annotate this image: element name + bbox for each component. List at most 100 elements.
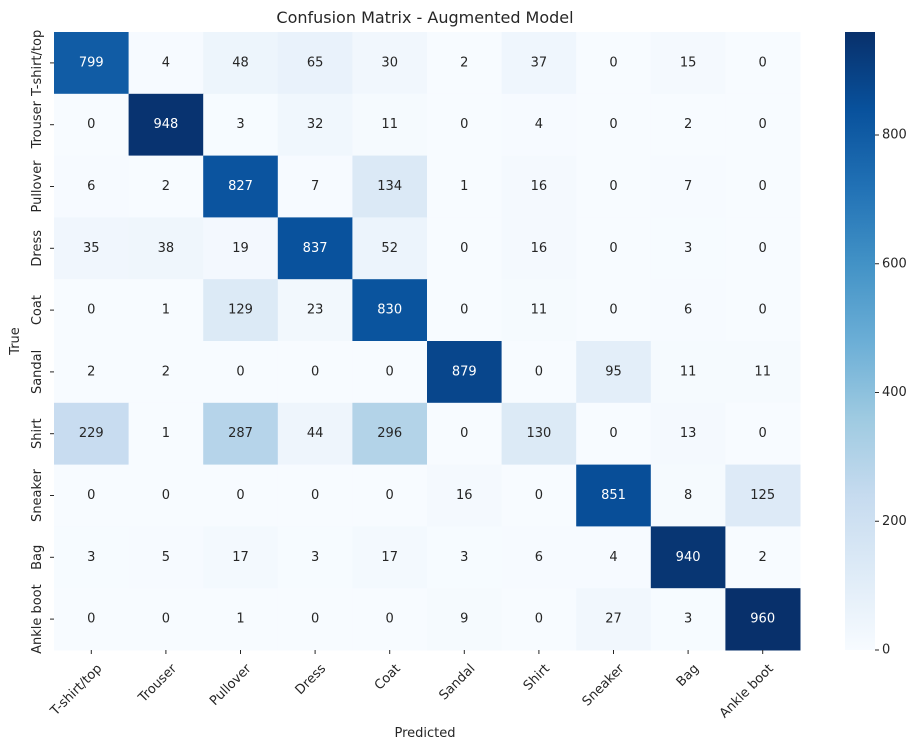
cell-value-label: 229 — [79, 426, 104, 441]
cell-value-label: 799 — [79, 55, 104, 70]
cell-value-label: 0 — [609, 241, 617, 256]
chart-title: Confusion Matrix - Augmented Model — [276, 8, 573, 27]
cell-value-label: 17 — [232, 550, 249, 565]
cell-value-label: 52 — [381, 241, 398, 256]
cell-value-label: 287 — [228, 426, 253, 441]
heatmap-cell — [203, 588, 279, 651]
heatmap-cell — [277, 464, 353, 527]
y-tick-label: Sneaker — [30, 468, 45, 522]
heatmap-cell — [576, 155, 652, 218]
heatmap-cell — [352, 217, 428, 280]
heatmap-cell — [501, 217, 577, 280]
cell-value-label: 948 — [153, 117, 178, 132]
heatmap-cell — [650, 402, 726, 466]
heatmap-cell — [650, 279, 726, 342]
heatmap-cell — [277, 32, 353, 95]
cell-value-label: 879 — [452, 364, 477, 379]
cell-value-label: 3 — [684, 241, 692, 256]
heatmap-cell — [650, 588, 726, 651]
cell-value-label: 0 — [162, 488, 170, 503]
cell-value-label: 1 — [460, 179, 468, 194]
heatmap-cell — [650, 217, 726, 280]
cell-value-label: 65 — [307, 55, 324, 70]
x-tick-label: Coat — [372, 661, 404, 693]
x-tick-label: Dress — [293, 661, 330, 698]
colorbar-tick-label: 200 — [882, 514, 907, 529]
heatmap-cell — [128, 93, 204, 157]
heatmap-cell — [352, 279, 428, 342]
heatmap-cell — [128, 464, 204, 527]
heatmap-cell — [203, 464, 279, 527]
cell-value-label: 940 — [676, 550, 701, 565]
cell-value-label: 27 — [605, 612, 622, 627]
cell-value-label: 0 — [609, 426, 617, 441]
cell-value-label: 2 — [162, 364, 170, 379]
cell-value-label: 7 — [311, 179, 319, 194]
x-tick-label: Shirt — [521, 661, 553, 693]
x-axis-label: Predicted — [394, 726, 455, 741]
cell-value-label: 3 — [684, 612, 692, 627]
cell-value-label: 0 — [460, 426, 468, 441]
heatmap-cell — [54, 402, 130, 466]
heatmap-cell — [427, 464, 503, 527]
heatmap-cell — [352, 341, 428, 404]
cell-value-label: 130 — [526, 426, 551, 441]
heatmap-cell — [54, 93, 130, 157]
cell-value-label: 851 — [601, 488, 626, 503]
cell-value-label: 125 — [750, 488, 775, 503]
heatmap-cell — [650, 93, 726, 157]
cell-value-label: 38 — [158, 241, 175, 256]
cell-value-label: 827 — [228, 179, 253, 194]
cell-value-label: 0 — [311, 364, 319, 379]
heatmap-cell — [277, 155, 353, 218]
heatmap-cell — [54, 588, 130, 651]
colorbar-tick-label: 800 — [882, 128, 907, 143]
y-tick-label: Bag — [30, 545, 45, 570]
heatmap-cells — [54, 32, 801, 651]
cell-value-label: 19 — [232, 241, 249, 256]
cell-value-label: 11 — [381, 117, 398, 132]
heatmap-cell — [501, 93, 577, 157]
heatmap-cell — [277, 588, 353, 651]
heatmap-cell — [128, 526, 204, 589]
heatmap-cell — [203, 32, 279, 95]
heatmap-cell — [54, 279, 130, 342]
cell-value-label: 5 — [162, 550, 170, 565]
heatmap-cell — [203, 341, 279, 404]
heatmap-cell — [203, 402, 279, 466]
heatmap-cell — [128, 341, 204, 404]
cell-value-label: 15 — [680, 55, 697, 70]
heatmap-cell — [427, 402, 503, 466]
cell-value-label: 2 — [162, 179, 170, 194]
cell-value-label: 0 — [87, 488, 95, 503]
heatmap-cell — [725, 464, 801, 527]
y-tick-label: Dress — [30, 230, 45, 267]
heatmap-cell — [576, 341, 652, 404]
y-axis-label: True — [8, 327, 23, 356]
heatmap-cell — [277, 217, 353, 280]
heatmap-cell — [576, 217, 652, 280]
heatmap-cell — [277, 341, 353, 404]
x-tick-label: Pullover — [207, 661, 255, 709]
heatmap-cell — [352, 155, 428, 218]
cell-value-label: 2 — [684, 117, 692, 132]
heatmap-cell — [427, 217, 503, 280]
cell-value-label: 16 — [531, 179, 548, 194]
y-tick-label: Shirt — [30, 418, 45, 449]
cell-value-label: 4 — [162, 55, 170, 70]
heatmap-cell — [501, 341, 577, 404]
cell-value-label: 8 — [684, 488, 692, 503]
heatmap-cell-labels: 799 4 48 65 30 2 37 0 15 00 948 3 32 11 0 4 0 2 06 2 827 7 134… — [79, 55, 775, 626]
cell-value-label: 0 — [311, 612, 319, 627]
cell-value-label: 0 — [460, 241, 468, 256]
cell-value-label: 830 — [377, 303, 402, 318]
cell-value-label: 2 — [759, 550, 767, 565]
cell-value-label: 3 — [87, 550, 95, 565]
heatmap-cell — [54, 526, 130, 589]
heatmap-cell — [128, 402, 204, 466]
colorbar-tick-label: 400 — [882, 385, 907, 400]
cell-value-label: 37 — [531, 55, 548, 70]
cell-value-label: 16 — [531, 241, 548, 256]
heatmap-cell — [501, 155, 577, 218]
cell-value-label: 32 — [307, 117, 324, 132]
